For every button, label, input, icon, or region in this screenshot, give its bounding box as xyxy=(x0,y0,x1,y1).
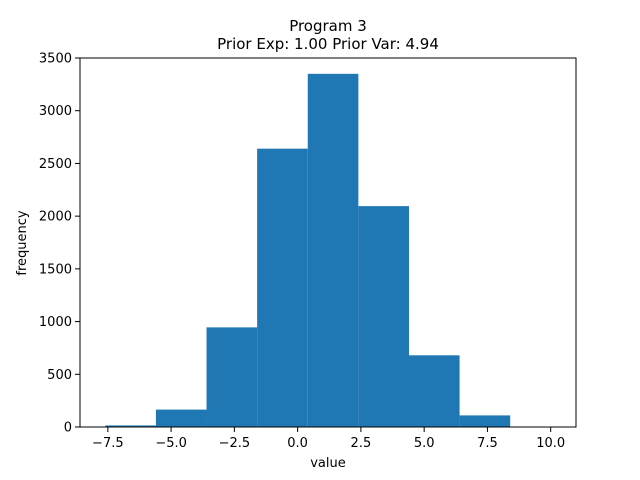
y-tick-label: 0 xyxy=(64,421,72,436)
y-tick-label: 3500 xyxy=(39,52,72,67)
y-tick-label: 1000 xyxy=(39,315,72,330)
histogram-bar-6 xyxy=(408,355,460,427)
y-tick-label: 500 xyxy=(47,368,72,383)
y-tick-label: 2000 xyxy=(39,210,72,225)
histogram-bar-7 xyxy=(459,415,511,427)
histogram-bar-2 xyxy=(206,327,258,427)
y-tick-label: 1500 xyxy=(39,262,72,277)
x-tick-label: 0.0 xyxy=(287,436,308,451)
histogram-bar-5 xyxy=(358,206,409,427)
chart-title: Program 3 xyxy=(289,17,367,35)
x-tick-label: 7.5 xyxy=(477,436,498,451)
y-tick-label: 2500 xyxy=(39,157,72,172)
histogram-bar-3 xyxy=(257,148,308,427)
x-tick-label: 2.5 xyxy=(351,436,372,451)
y-axis-ticks: 0 500 1000 1500 2000 2500 3000 3500 xyxy=(39,52,80,436)
x-tick-label: −5.0 xyxy=(155,436,187,451)
x-tick-label: 10.0 xyxy=(536,436,565,451)
plot-frame xyxy=(79,57,577,428)
y-tick-label: 3000 xyxy=(39,104,72,119)
histogram-bar-0 xyxy=(105,425,156,427)
x-tick-label: −7.5 xyxy=(92,436,124,451)
bars-group xyxy=(105,73,561,428)
x-axis-ticks: −7.5 −5.0 −2.5 0.0 2.5 5.0 7.5 10.0 xyxy=(92,427,565,451)
y-axis-label: frequency xyxy=(15,210,30,276)
chart-subtitle: Prior Exp: 1.00 Prior Var: 4.94 xyxy=(217,35,439,53)
x-tick-label: 5.0 xyxy=(414,436,435,451)
histogram-bar-1 xyxy=(155,409,207,427)
x-axis-label: value xyxy=(310,456,346,471)
x-tick-label: −2.5 xyxy=(219,436,251,451)
histogram-bar-4 xyxy=(307,73,359,428)
